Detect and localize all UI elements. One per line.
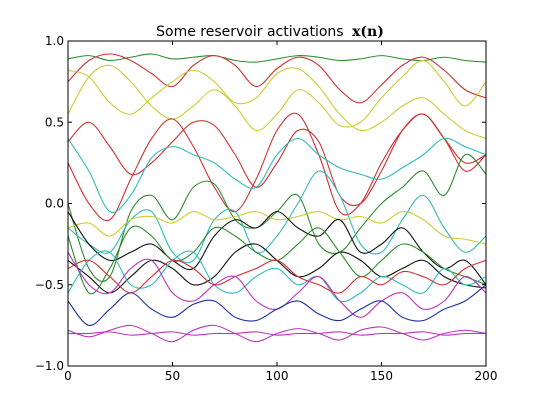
y-tick-label: 0.5 <box>45 115 64 129</box>
series-line-3 <box>68 59 486 131</box>
y-tick-label: −0.5 <box>35 278 64 292</box>
series-line-15 <box>68 259 486 294</box>
y-tick-label: −1.0 <box>35 359 64 373</box>
series-line-1 <box>68 53 486 63</box>
series-line-7 <box>68 137 486 214</box>
series-line-10 <box>68 211 486 245</box>
series-line-4 <box>68 67 486 140</box>
y-tick-label: 1.0 <box>45 34 64 48</box>
x-axis: 0 50 100 150 200 <box>64 41 497 383</box>
series-line-9 <box>68 170 486 264</box>
chart-title-math: x(n) <box>352 24 384 40</box>
chart-title-text: Some reservoir activations <box>156 24 343 40</box>
y-tick-label: 0.0 <box>45 197 64 211</box>
series-line-11 <box>68 211 486 286</box>
y-axis: −1.0 −0.5 0.0 0.5 1.0 <box>35 34 486 373</box>
series-line-19 <box>68 331 486 336</box>
series-line-18 <box>68 324 486 343</box>
x-tick-label: 150 <box>370 369 393 383</box>
series-line-2 <box>68 53 486 104</box>
series-layer <box>68 53 486 343</box>
x-tick-label: 100 <box>266 369 289 383</box>
x-tick-label: 0 <box>64 369 72 383</box>
series-line-14 <box>68 250 486 303</box>
series-line-17 <box>68 284 486 326</box>
x-tick-label: 200 <box>475 369 498 383</box>
chart-title: Some reservoir activations x(n) <box>156 24 384 40</box>
series-line-6 <box>68 112 486 222</box>
x-tick-label: 50 <box>165 369 180 383</box>
